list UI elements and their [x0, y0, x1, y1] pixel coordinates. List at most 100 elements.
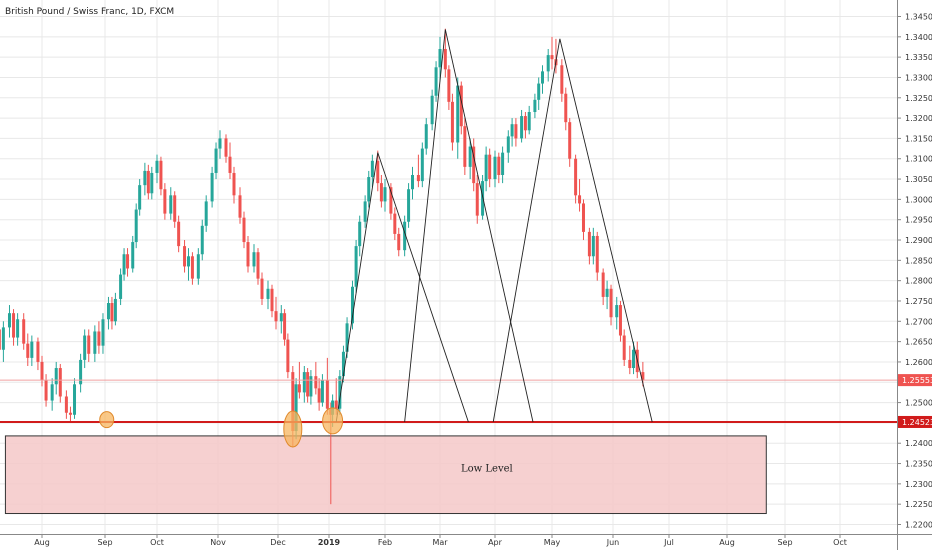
candle-body: [83, 335, 87, 360]
candle-body: [274, 311, 278, 322]
low-level-zone-label: Low Level: [461, 464, 513, 475]
candle-body: [632, 349, 636, 369]
candle-body: [110, 303, 114, 322]
candle-body: [389, 187, 393, 214]
zone-layer: Low Level: [4, 435, 767, 515]
x-tick-label: Aug: [34, 538, 50, 547]
candle-body: [574, 158, 578, 196]
candle-body: [338, 376, 342, 409]
x-tick-label: Nov: [210, 538, 226, 547]
candle-body: [447, 69, 451, 102]
x-tick-label: Feb: [378, 538, 392, 547]
x-tick-label: Dec: [270, 538, 285, 547]
y-tick-label: 1.33500: [905, 53, 932, 62]
candle-body: [484, 154, 488, 182]
current-price-label-bg: [898, 374, 932, 387]
candle-body: [54, 368, 58, 385]
x-tick-label: May: [544, 538, 561, 547]
candle-body: [40, 361, 44, 381]
candle-body: [196, 254, 200, 279]
candle-body: [309, 376, 313, 397]
candle-body: [101, 319, 105, 346]
candle-body: [113, 298, 117, 322]
y-tick-label: 1.33000: [905, 73, 932, 82]
pattern-layer: [335, 29, 653, 423]
pattern-trend-line: [492, 38, 561, 423]
candle-body: [317, 388, 321, 403]
x-tick-label: Apr: [488, 538, 503, 547]
candle-body: [190, 256, 194, 279]
candle-body: [420, 148, 424, 182]
x-tick-label: 2019: [318, 538, 341, 547]
x-tick-label: Aug: [719, 538, 735, 547]
y-tick-label: 1.23000: [905, 480, 932, 489]
candle-body: [424, 124, 428, 149]
candle-body: [564, 93, 568, 123]
candle-body: [581, 203, 585, 232]
y-tick-label: 1.28500: [905, 256, 932, 265]
candle-body: [403, 221, 407, 251]
candle-body: [546, 55, 550, 72]
candle-body: [314, 376, 318, 389]
y-tick-label: 1.28000: [905, 277, 932, 286]
candle-body: [618, 305, 622, 336]
candle-body: [224, 138, 228, 157]
candle-body: [430, 95, 434, 125]
candle-body: [345, 323, 349, 352]
x-tick-label: Jul: [663, 538, 674, 547]
low-marker-ellipse: [322, 407, 344, 435]
support-level-label: 1.24523: [902, 418, 932, 427]
y-tick-label: 1.22000: [905, 521, 932, 530]
y-tick-label: 1.27500: [905, 297, 932, 306]
y-tick-label: 1.30000: [905, 195, 932, 204]
candle-body: [26, 343, 30, 358]
pattern-trend-line: [335, 152, 379, 423]
current-price-label: 1.25553: [902, 376, 932, 385]
candle-body: [628, 359, 632, 369]
candle-body: [591, 235, 595, 257]
candle-body: [214, 148, 218, 173]
candle-body: [376, 160, 380, 184]
y-tick-label: 1.31500: [905, 134, 932, 143]
candle-body: [587, 231, 591, 257]
y-tick-label: 1.34000: [905, 33, 932, 42]
candle-body: [595, 235, 599, 273]
candle-body: [397, 233, 401, 251]
candle-body: [68, 412, 72, 415]
candle-body: [286, 339, 290, 373]
candle-body: [238, 195, 242, 218]
y-tick-label: 1.32500: [905, 94, 932, 103]
candle-body: [210, 172, 214, 202]
candle-body: [541, 71, 544, 84]
candle-body: [58, 368, 62, 397]
low-marker-ellipse: [283, 410, 303, 448]
candle-body: [283, 313, 287, 340]
candle-body: [186, 256, 190, 267]
candle-body: [256, 252, 260, 279]
x-tick-label: Oct: [150, 538, 164, 547]
candle-body: [568, 122, 572, 159]
marker-layer: [99, 407, 344, 448]
candle-body: [578, 195, 582, 204]
candle-body: [334, 400, 338, 409]
candle-body: [472, 146, 476, 184]
x-tick-label: Jun: [606, 538, 620, 547]
candle-body: [200, 225, 204, 255]
candle-body: [510, 124, 514, 137]
candle-body: [506, 136, 510, 153]
candle-body: [468, 146, 472, 167]
candle-body: [393, 213, 397, 234]
y-tick-label: 1.26000: [905, 358, 932, 367]
pattern-trend-line: [377, 152, 469, 423]
low-marker-ellipse: [99, 411, 115, 429]
candle-body: [134, 209, 138, 243]
candle-body: [341, 351, 345, 377]
candle-body: [615, 305, 619, 318]
candle-body: [64, 396, 68, 413]
candle-body: [97, 331, 101, 346]
candle-body: [481, 181, 485, 216]
candle-body: [131, 242, 135, 269]
y-tick-label: 1.30500: [905, 175, 932, 184]
candle-body: [411, 174, 414, 190]
